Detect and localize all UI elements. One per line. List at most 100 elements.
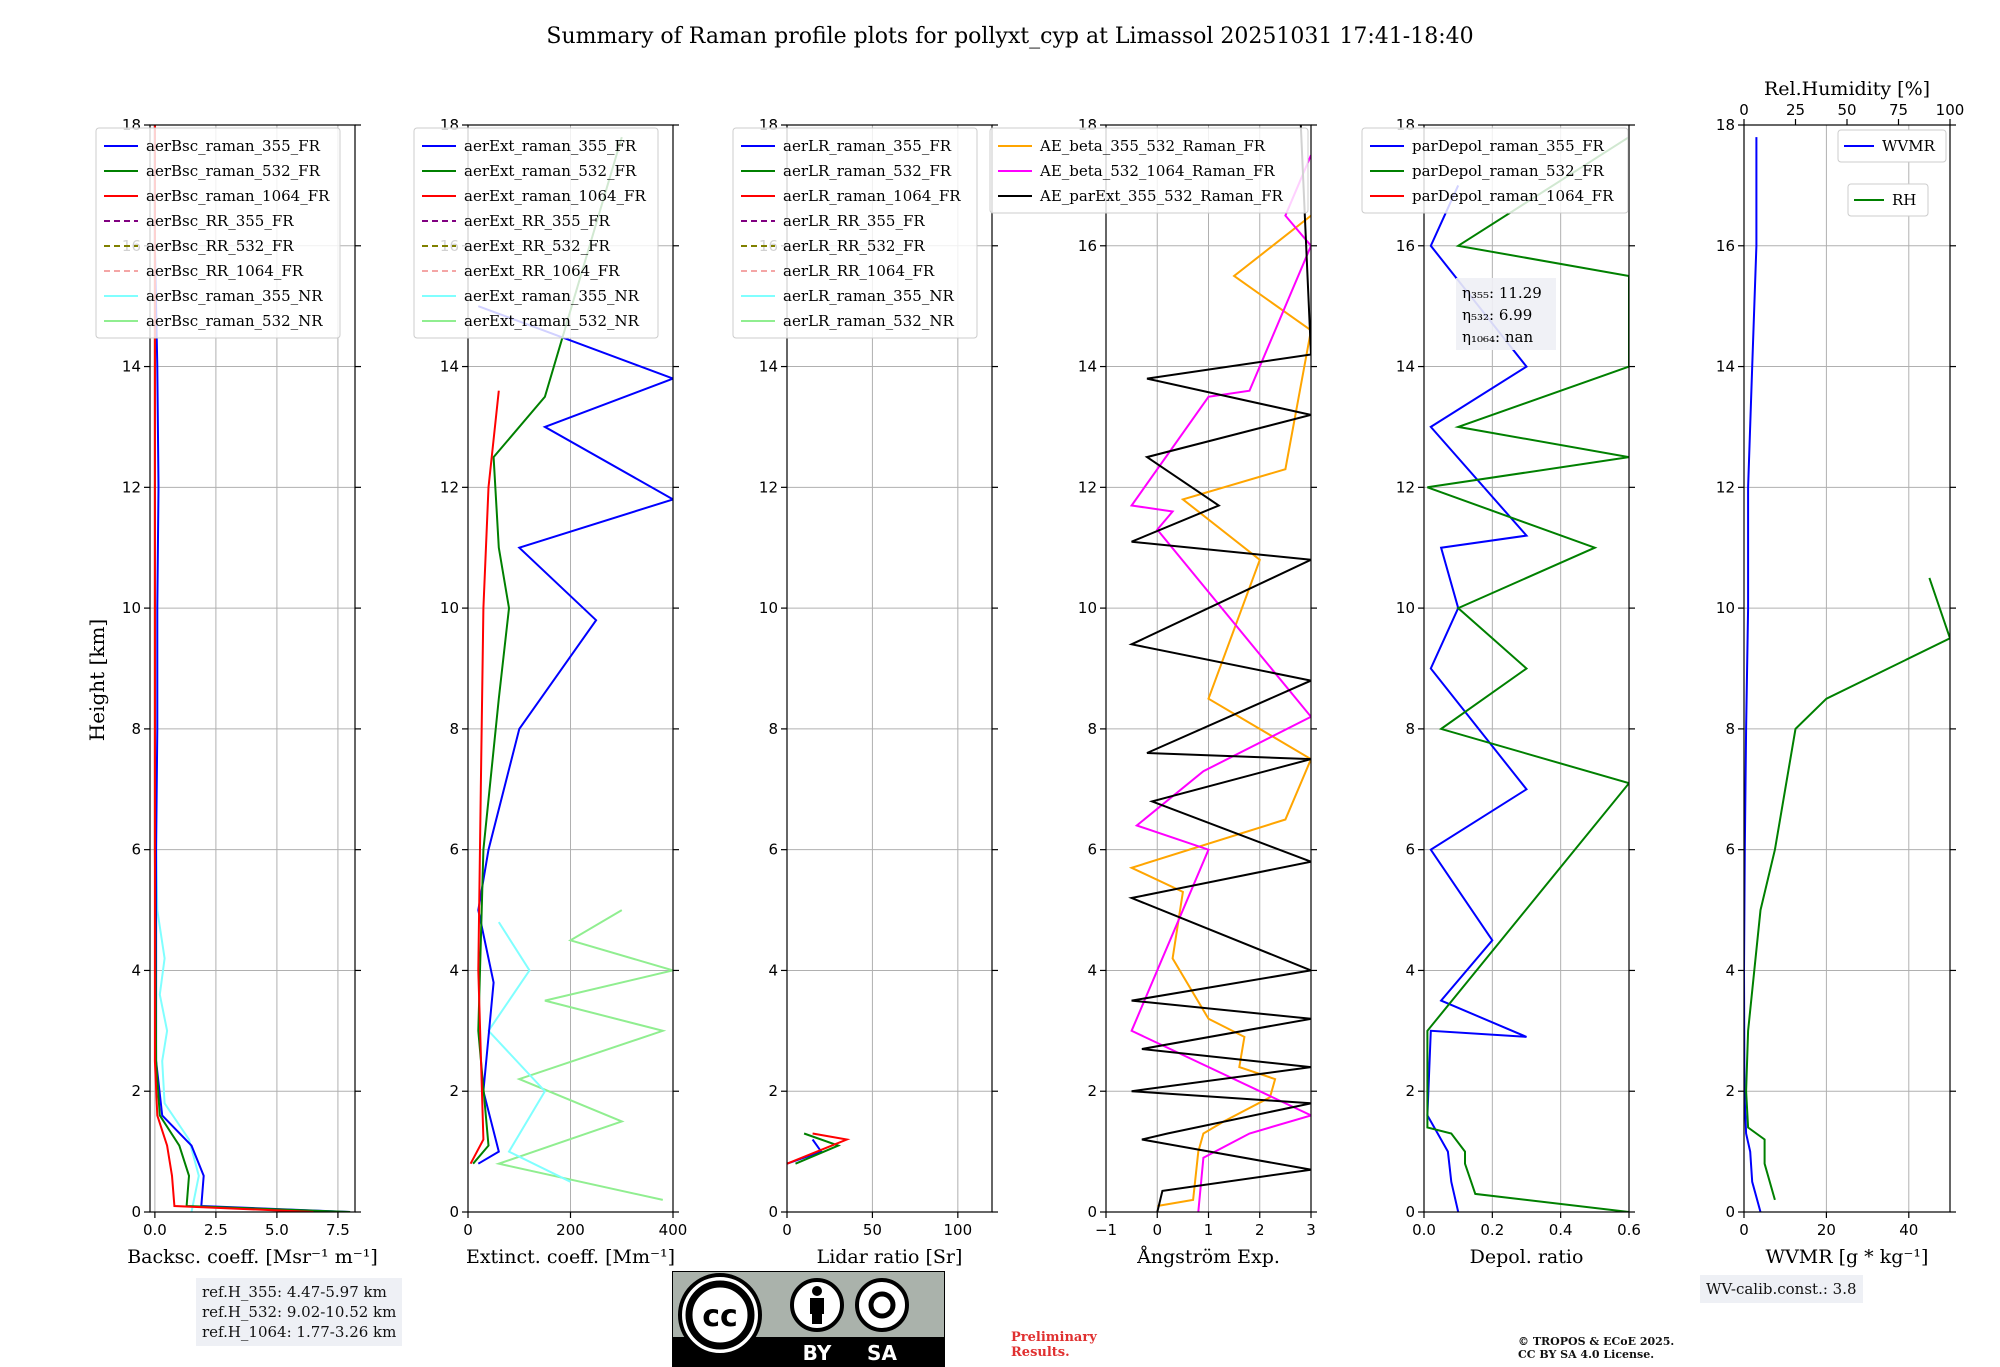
top-x-tick-label: 100 [1936, 101, 1965, 119]
svg-text:cc: cc [702, 1299, 738, 1334]
x-tick-label: 1 [1204, 1221, 1214, 1239]
eta-value: η₃₅₅: 11.29 [1462, 284, 1542, 302]
legend-box [989, 127, 1309, 214]
cc-sa-text: SA [867, 1341, 897, 1365]
plot-frame [1743, 124, 1951, 1213]
legend-label: aerLR_RR_355_FR [783, 212, 925, 230]
y-tick-label: 8 [768, 720, 778, 738]
x-tick-label: 0.0 [143, 1221, 167, 1239]
legend-label: aerExt_RR_532_FR [464, 237, 611, 255]
y-tick-label: 8 [1405, 720, 1415, 738]
legend-label: AE_beta_355_532_Raman_FR [1039, 137, 1266, 155]
y-tick-label: 14 [759, 358, 778, 376]
y-tick-label: 4 [449, 961, 459, 979]
x-tick-label: 0 [463, 1221, 473, 1239]
cc-license-badge: cc BY SA [672, 1271, 945, 1367]
y-axis-label: Height [km] [85, 619, 109, 741]
legend-box [1361, 127, 1629, 214]
y-tick-label: 10 [759, 599, 778, 617]
top-x-axis-label: Rel.Humidity [%] [1764, 78, 1930, 100]
legend-label: aerBsc_raman_532_FR [146, 162, 321, 180]
y-tick-label: 2 [1725, 1082, 1735, 1100]
eta-box [1456, 278, 1556, 350]
legend-label: AE_beta_532_1064_Raman_FR [1039, 162, 1275, 180]
y-tick-label: 18 [1716, 116, 1735, 134]
legend-label: parDepol_raman_1064_FR [1412, 187, 1614, 205]
x-tick-label: 200 [556, 1221, 585, 1239]
x-tick-label: 0.2 [1480, 1221, 1504, 1239]
y-tick-label: 10 [440, 599, 459, 617]
series-line-aerBsc_raman_355_NR [155, 849, 200, 1212]
legend-box [1847, 183, 1929, 217]
plot-frame [149, 124, 356, 1213]
ref-h-532: ref.H_532: 9.02-10.52 km [202, 1303, 397, 1321]
series-line-AE_parExt_355_532_Raman_FR [1128, 125, 1311, 1212]
x-tick-label: 50 [863, 1221, 882, 1239]
eta-value: η₁₀₆₄: nan [1462, 328, 1533, 346]
copyright-note: © TROPOS & ECoE 2025. CC BY SA 4.0 Licen… [1518, 1335, 1675, 1361]
x-tick-label: 3 [1306, 1221, 1316, 1239]
y-tick-label: 12 [1396, 478, 1415, 496]
legend-label: aerLR_RR_532_FR [783, 237, 925, 255]
y-tick-label: 12 [122, 478, 141, 496]
y-tick-label: 6 [1087, 841, 1097, 859]
figure-title: Summary of Raman profile plots for polly… [546, 24, 1473, 49]
legend-label: aerBsc_raman_355_FR [146, 137, 321, 155]
series-group [1744, 137, 1950, 1212]
panel-extinction: 0246810121416180200400Extinct. coeff. [M… [413, 116, 688, 1268]
series-group [1426, 136, 1629, 1212]
y-tick-label: 14 [1716, 358, 1735, 376]
y-tick-label: 2 [768, 1082, 778, 1100]
legend-label: parDepol_raman_355_FR [1412, 137, 1605, 155]
y-tick-label: 4 [131, 961, 141, 979]
x-tick-label: 2.5 [204, 1221, 228, 1239]
y-tick-label: 0 [131, 1203, 141, 1221]
y-tick-label: 14 [1078, 358, 1097, 376]
top-x-tick-label: 25 [1786, 101, 1805, 119]
y-tick-label: 10 [122, 599, 141, 617]
series-line-aerExt_raman_355_NR [487, 921, 571, 1183]
y-tick-label: 10 [1078, 599, 1097, 617]
y-tick-label: 8 [1087, 720, 1097, 738]
y-tick-label: 6 [131, 841, 141, 859]
ref-h-1064: ref.H_1064: 1.77-3.26 km [202, 1323, 397, 1341]
x-tick-label: 40 [1899, 1221, 1918, 1239]
y-tick-label: 6 [449, 841, 459, 859]
y-tick-label: 4 [1725, 961, 1735, 979]
x-tick-label: 20 [1817, 1221, 1836, 1239]
top-x-tick-label: 0 [1739, 101, 1749, 119]
x-tick-label: 0 [1152, 1221, 1162, 1239]
legend-label: aerLR_raman_532_FR [783, 162, 952, 180]
legend-label: aerExt_RR_1064_FR [464, 262, 620, 280]
series-line-RH [1745, 577, 1950, 1201]
legend-label: aerLR_raman_532_NR [783, 312, 954, 330]
y-tick-label: 8 [1725, 720, 1735, 738]
y-tick-label: 2 [1087, 1082, 1097, 1100]
legend-label: aerExt_raman_355_NR [464, 287, 640, 305]
x-tick-label: 0.6 [1617, 1221, 1641, 1239]
legend-label: aerExt_raman_532_FR [464, 162, 637, 180]
x-tick-label: 5.0 [265, 1221, 289, 1239]
y-tick-label: 0 [768, 1203, 778, 1221]
y-tick-label: 12 [759, 478, 778, 496]
series-line-aerBsc_raman_1064_FR [153, 125, 314, 1212]
series-line-AE_beta_532_1064_Raman_FR [1129, 154, 1311, 1212]
legend-label: aerExt_RR_355_FR [464, 212, 611, 230]
x-tick-label: 0 [1739, 1221, 1749, 1239]
legend-box [413, 127, 659, 339]
series-line-parDepol_raman_355_FR [1426, 184, 1529, 1212]
y-tick-label: 16 [1716, 237, 1735, 255]
x-tick-label: 100 [944, 1221, 973, 1239]
x-axis-label: Extinct. coeff. [Mm⁻¹] [466, 1246, 675, 1268]
cc-by-text: BY [803, 1341, 832, 1365]
y-tick-label: 4 [1405, 961, 1415, 979]
x-tick-label: 7.5 [326, 1221, 350, 1239]
legend-label: aerBsc_raman_1064_FR [146, 187, 330, 205]
x-tick-label: 400 [659, 1221, 688, 1239]
legend-label: aerLR_raman_355_FR [783, 137, 952, 155]
series-line-parDepol_raman_532_FR [1426, 136, 1629, 1212]
